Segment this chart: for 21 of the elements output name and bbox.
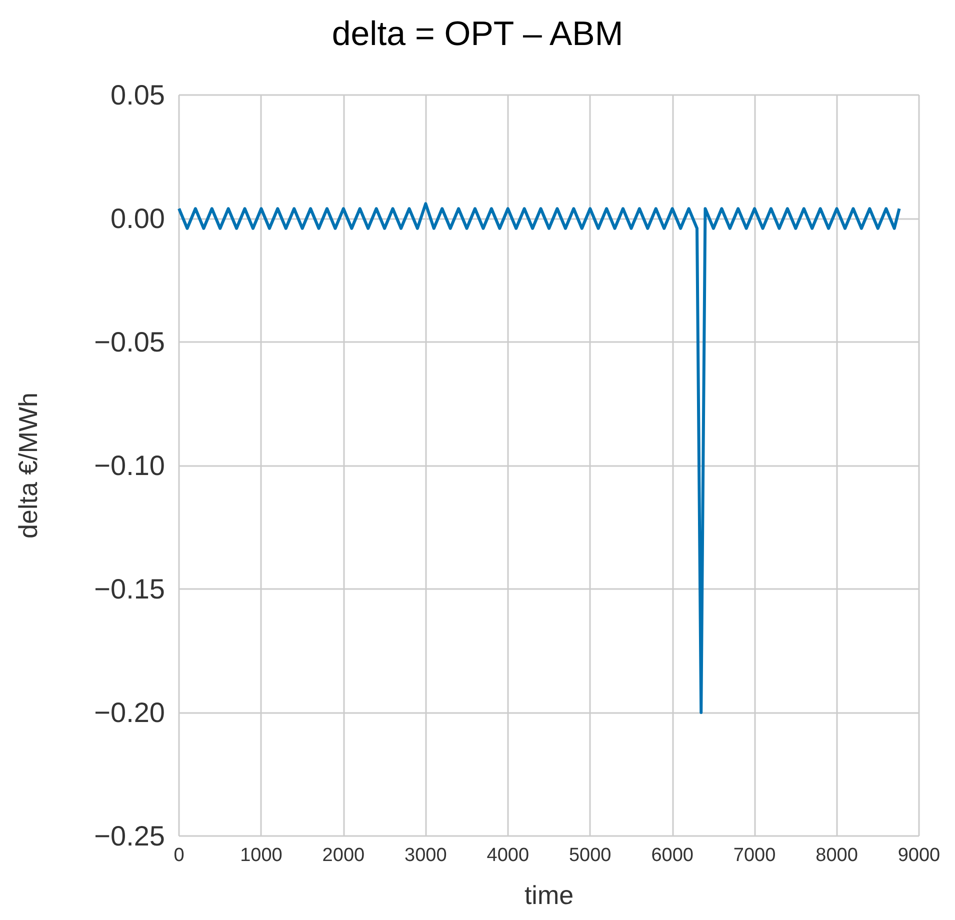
x-tick-label: 8000 xyxy=(816,845,858,866)
line-series xyxy=(178,202,901,714)
y-tick-label: −0.15 xyxy=(94,574,165,604)
x-tick-label: 7000 xyxy=(733,845,776,866)
x-tick-label: 5000 xyxy=(568,845,612,866)
chart-title: delta = OPT – ABM xyxy=(332,15,624,53)
y-tick-label: −0.10 xyxy=(94,450,165,481)
y-tick-label: 0.05 xyxy=(110,80,165,110)
y-tick-label: −0.20 xyxy=(94,697,165,728)
x-tick-label: 3000 xyxy=(404,845,447,866)
y-tick-label: 0.00 xyxy=(110,203,165,234)
x-tick-label: 4000 xyxy=(486,845,530,866)
x-tick-label: 0 xyxy=(174,845,184,866)
x-tick-label: 2000 xyxy=(322,845,365,866)
y-tick-label: −0.05 xyxy=(94,326,165,358)
x-tick-label: 1000 xyxy=(240,845,282,866)
y-axis-title: delta €/MWh xyxy=(13,392,43,538)
x-tick-label: 9000 xyxy=(898,845,940,866)
x-tick-label: 6000 xyxy=(651,845,694,866)
x-axis-title: time xyxy=(524,880,574,910)
y-tick-label: −0.25 xyxy=(94,820,165,852)
